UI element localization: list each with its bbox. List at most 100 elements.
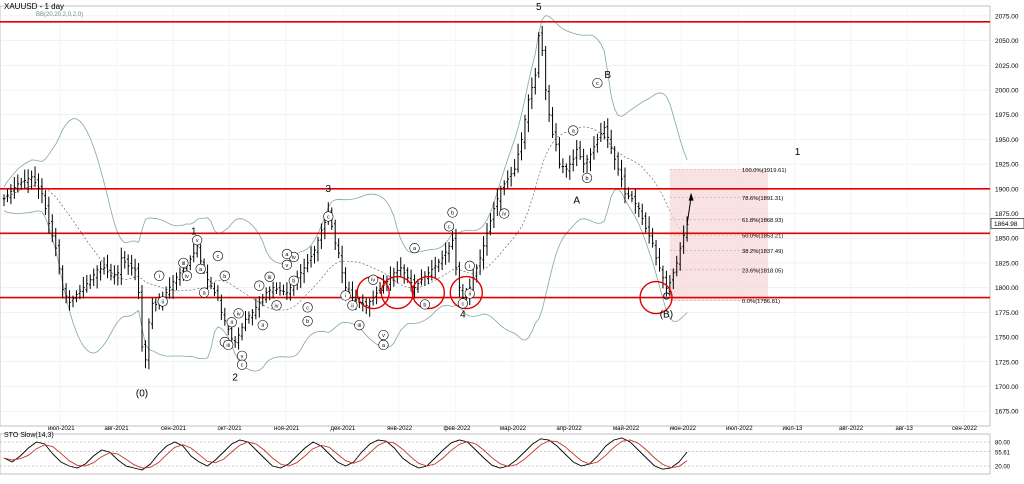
wave-label: v bbox=[382, 333, 385, 339]
wave-label: 5 bbox=[536, 2, 542, 13]
wave-label-circle bbox=[288, 275, 299, 286]
y-tick-label: 1750.00 bbox=[995, 335, 1019, 342]
wave-label: A bbox=[573, 196, 580, 207]
wave-label: c bbox=[306, 305, 309, 311]
wave-label-circle bbox=[464, 288, 475, 299]
wave-label-circle bbox=[419, 299, 431, 310]
wave-label: v bbox=[196, 238, 199, 244]
x-tick-label: окт-2021 bbox=[218, 426, 243, 432]
y-tick-label: 1900.00 bbox=[995, 186, 1019, 193]
current-price-label: 1864.98 bbox=[994, 221, 1018, 228]
wave-label-circle bbox=[347, 300, 358, 311]
projection-arrowhead bbox=[688, 192, 694, 201]
indicator-params: BB(20,20,2,0,2,0) bbox=[36, 12, 84, 18]
x-tick-label: авг-2022 bbox=[839, 426, 864, 432]
wave-label-circle bbox=[219, 270, 230, 281]
wave-label: 2 bbox=[232, 373, 238, 384]
wave-label: b bbox=[306, 319, 309, 325]
wave-label: iv bbox=[275, 303, 279, 309]
highlight-circle bbox=[380, 275, 414, 310]
wave-label: B bbox=[604, 70, 611, 81]
sto-main-line bbox=[3, 437, 688, 471]
wave-label-circle bbox=[457, 298, 468, 309]
wave-label: c bbox=[217, 254, 220, 260]
y-tick-label: 1825.00 bbox=[995, 260, 1019, 267]
sto-tick-label: 80.00 bbox=[995, 441, 1011, 447]
fib-label: 78.6%(1891.31) bbox=[742, 196, 783, 202]
fib-label: 61.8%(1868.93) bbox=[742, 218, 783, 224]
fib-label: 38.2%(1837.49) bbox=[742, 249, 783, 255]
wave-label-circle bbox=[581, 172, 593, 184]
y-tick-label: 1700.00 bbox=[995, 384, 1019, 391]
wave-label: C bbox=[663, 292, 670, 303]
wave-label: iv bbox=[237, 311, 241, 317]
x-tick-label: апр-2022 bbox=[557, 426, 583, 432]
wave-label-circle bbox=[199, 287, 210, 298]
wave-label: c bbox=[241, 363, 244, 369]
wave-label-circle bbox=[192, 235, 203, 246]
wave-label: b bbox=[586, 176, 589, 182]
wave-label: 1 bbox=[795, 147, 801, 158]
wave-label: b bbox=[451, 211, 454, 217]
current-price-box bbox=[990, 218, 1024, 229]
bollinger-lower bbox=[3, 188, 688, 372]
wave-label: iv bbox=[502, 212, 506, 218]
highlight-circle bbox=[639, 280, 673, 315]
x-tick-label: мар-2022 bbox=[500, 426, 527, 432]
wave-label-circle bbox=[264, 271, 275, 282]
wave-label: iii bbox=[226, 343, 230, 349]
wave-label: ii bbox=[262, 323, 264, 329]
fib-label: 50.0%(1853.21) bbox=[742, 234, 783, 240]
x-tick-label: июл-2021 bbox=[48, 426, 75, 432]
wave-label-circle bbox=[464, 260, 475, 271]
wave-label: ii bbox=[469, 292, 471, 298]
y-tick-label: 2000.00 bbox=[995, 88, 1019, 95]
wave-label: ii bbox=[230, 320, 232, 326]
wave-label: a bbox=[572, 128, 576, 134]
wave-label: i bbox=[345, 294, 346, 300]
wave-label: 3 bbox=[326, 184, 332, 195]
wave-label: i bbox=[469, 264, 470, 270]
y-tick-label: 2025.00 bbox=[995, 63, 1019, 70]
wave-label-circle bbox=[447, 207, 458, 218]
x-tick-label: сен-2021 bbox=[161, 426, 187, 432]
x-tick-label: ноя-2021 bbox=[274, 426, 300, 432]
wave-label-circle bbox=[592, 77, 603, 89]
sto-tick-label: 55.61 bbox=[995, 450, 1011, 456]
y-tick-label: 1775.00 bbox=[995, 310, 1019, 317]
wave-label-circle bbox=[368, 274, 379, 285]
wave-label-circle bbox=[271, 300, 282, 311]
x-tick-label: июл-13 bbox=[783, 426, 804, 432]
x-tick-label: май-2022 bbox=[613, 425, 640, 432]
wave-label: iii bbox=[358, 323, 362, 329]
wave-label: c bbox=[327, 214, 330, 220]
wave-label-circle bbox=[409, 242, 420, 254]
wave-label: a bbox=[382, 343, 386, 349]
wave-label-circle bbox=[340, 290, 351, 301]
sto-signal-line bbox=[3, 439, 688, 469]
fib-label: 0.0%(1786.81) bbox=[742, 299, 780, 305]
wave-label-circle bbox=[195, 263, 206, 274]
wave-label-circle bbox=[568, 125, 579, 136]
y-tick-label: 1925.00 bbox=[995, 162, 1019, 169]
x-tick-label: авг-13 bbox=[896, 426, 914, 432]
y-tick-label: 1725.00 bbox=[995, 359, 1019, 366]
wave-label: iv bbox=[371, 278, 375, 284]
wave-label: iii bbox=[268, 275, 272, 281]
highlight-circle bbox=[449, 275, 483, 310]
wave-label-circle bbox=[257, 320, 268, 331]
wave-label-circle bbox=[181, 270, 192, 281]
wave-label: (B) bbox=[660, 309, 673, 320]
x-tick-label: июл-2022 bbox=[726, 426, 753, 432]
wave-label: c bbox=[448, 224, 451, 230]
wave-label: v bbox=[286, 263, 289, 269]
wave-label-circle bbox=[281, 248, 293, 260]
x-tick-label: фев-2022 bbox=[444, 426, 471, 432]
y-tick-label: 2050.00 bbox=[995, 38, 1019, 45]
wave-label: (0) bbox=[136, 388, 148, 399]
wave-label-circle bbox=[233, 308, 244, 319]
wave-label-circle bbox=[323, 211, 334, 222]
y-tick-label: 2075.00 bbox=[995, 13, 1019, 20]
y-tick-label: 1675.00 bbox=[995, 409, 1019, 416]
